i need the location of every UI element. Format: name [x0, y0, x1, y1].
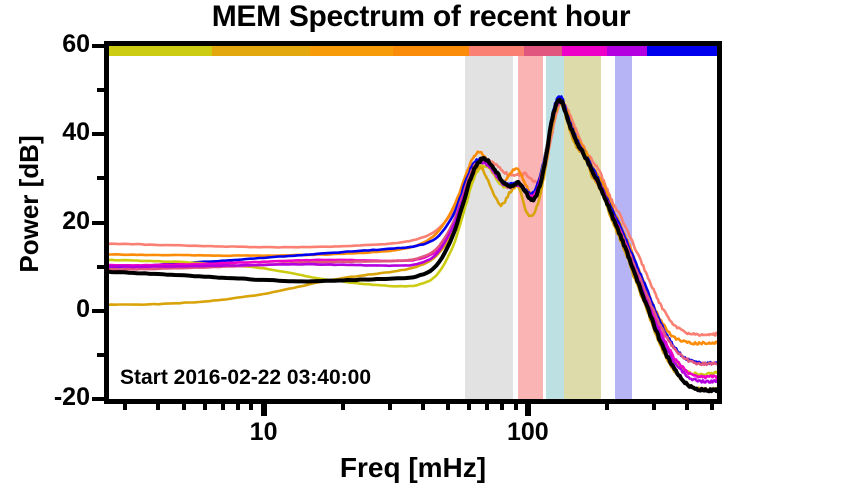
band-pink [518, 46, 543, 399]
y-tick-mark [92, 308, 106, 313]
seg-orange [393, 46, 470, 56]
spectrum-curves [109, 95, 717, 394]
x-tick-mark [524, 399, 531, 416]
x-minor-tick-mark [651, 399, 656, 410]
trace-blue [109, 95, 717, 366]
x-minor-tick-mark [605, 399, 610, 410]
x-minor-tick-mark [387, 399, 392, 410]
plot-area [109, 46, 717, 399]
seg-magenta [562, 46, 608, 56]
y-tick-label: 0 [76, 294, 90, 323]
seg-blue [646, 46, 717, 56]
x-minor-tick-mark [182, 399, 187, 410]
seg-purple [607, 46, 647, 56]
x-minor-tick-mark [500, 399, 505, 410]
y-minor-tick-mark [97, 352, 106, 357]
y-tick-mark [92, 44, 106, 48]
x-minor-tick-mark [684, 399, 689, 410]
x-minor-tick-mark [513, 399, 518, 410]
y-tick-label: 40 [62, 118, 90, 147]
x-minor-tick-mark [249, 399, 254, 410]
x-minor-tick-mark [446, 399, 451, 410]
x-tick-label: 10 [249, 418, 278, 446]
start-time-annotation: Start 2016-02-22 03:40:00 [120, 366, 371, 389]
trace-black [109, 97, 717, 394]
trace-salmon [109, 100, 717, 337]
band-gray [465, 46, 514, 399]
x-axis-label: Freq [mHz] [339, 452, 487, 483]
band-khaki [563, 46, 602, 399]
seg-salmon [469, 46, 525, 56]
y-minor-tick-mark [97, 176, 106, 181]
y-tick-label: -20 [53, 383, 90, 411]
y-tick-mark [92, 132, 106, 137]
y-tick-mark [92, 397, 106, 401]
y-minor-tick-mark [97, 88, 106, 93]
seg-crimson [524, 46, 563, 56]
x-minor-tick-mark [710, 399, 715, 410]
y-tick-label: 60 [62, 30, 90, 58]
x-tick-mark [260, 399, 267, 416]
y-axis-label: Power [dB] [14, 135, 44, 273]
x-minor-tick-mark [123, 399, 128, 410]
seg-amber [310, 46, 394, 56]
x-minor-tick-mark [484, 399, 489, 410]
x-minor-tick-mark [341, 399, 346, 410]
x-minor-tick-mark [156, 399, 161, 410]
trace-orange [109, 96, 717, 346]
seg-gold [212, 46, 311, 56]
x-minor-tick-mark [202, 399, 207, 410]
y-minor-tick-mark [97, 264, 106, 269]
page-title: MEM Spectrum of recent hour [211, 0, 631, 33]
y-tick-mark [92, 220, 106, 225]
x-minor-tick-mark [467, 399, 472, 410]
trace-crimson [109, 100, 717, 367]
x-tick-label: 100 [506, 418, 549, 446]
y-tick-label: 20 [62, 206, 90, 235]
x-minor-tick-mark [220, 399, 225, 410]
seg-olive [109, 46, 213, 56]
x-minor-tick-mark [420, 399, 425, 410]
x-minor-tick-mark [235, 399, 240, 410]
